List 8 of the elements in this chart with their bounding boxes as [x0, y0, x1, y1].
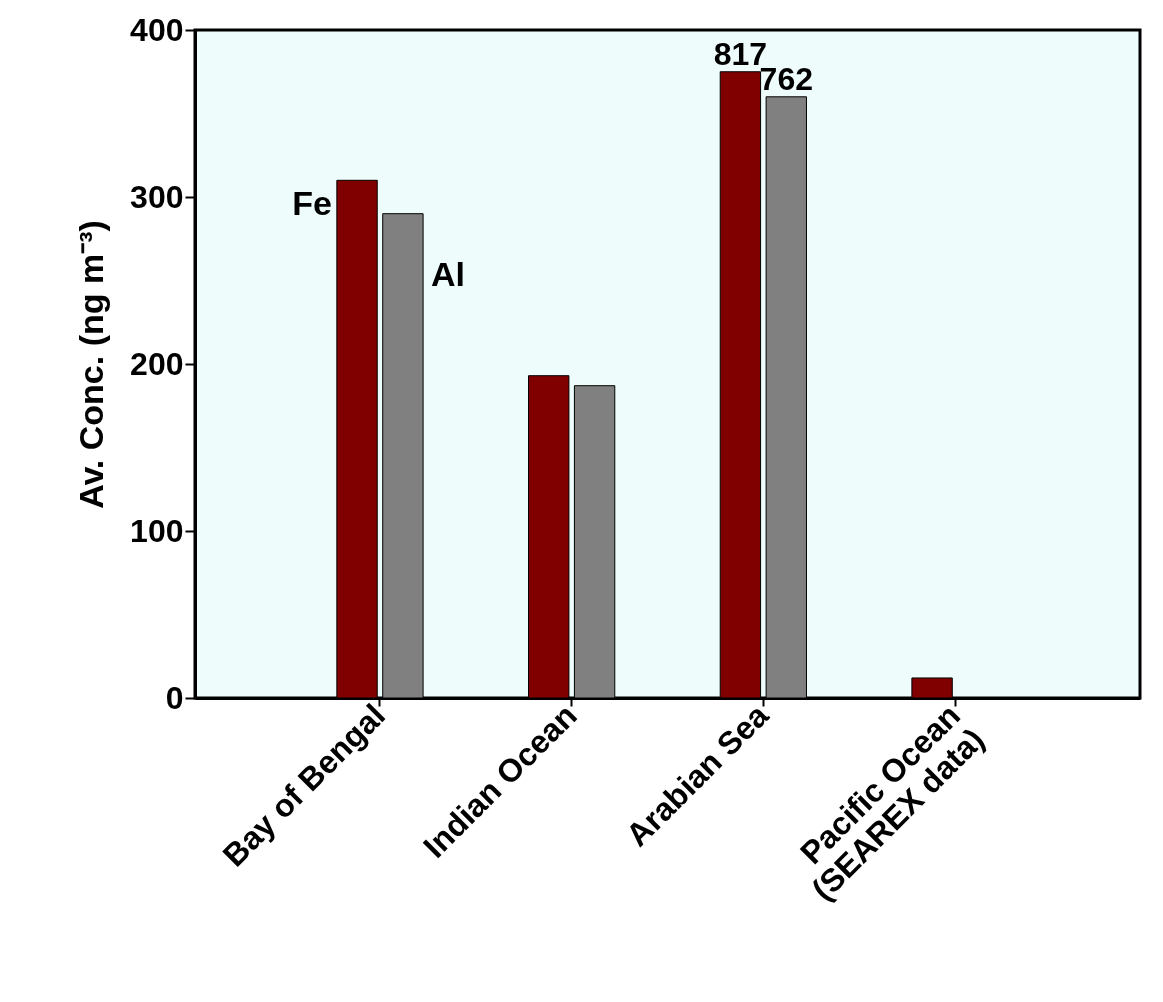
y-tick-label: 100: [130, 512, 184, 549]
series-label: Al: [430, 254, 465, 293]
y-tick-label: 400: [130, 11, 184, 48]
y-tick-label: 300: [130, 178, 184, 215]
series-label: Fe: [292, 184, 333, 223]
y-tick-label: 200: [130, 345, 184, 382]
y-tick-label: 0: [165, 679, 184, 716]
y-axis-title: Av. Conc. (ng m⁻³): [72, 220, 111, 509]
